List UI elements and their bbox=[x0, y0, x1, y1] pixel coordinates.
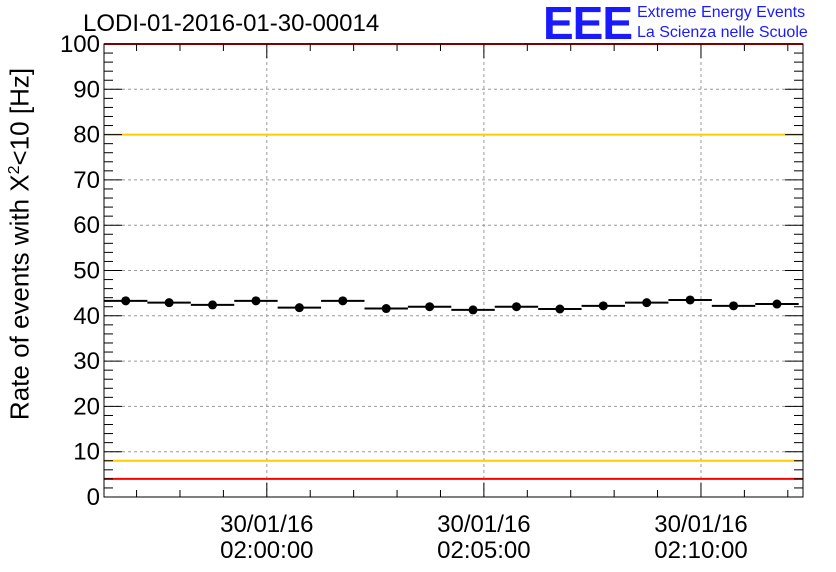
data-point bbox=[164, 298, 174, 308]
y-tick-label: 30 bbox=[73, 348, 100, 375]
x-tick-label-date: 30/01/16 bbox=[220, 511, 313, 538]
reference-lines-layer bbox=[104, 43, 803, 480]
data-point bbox=[555, 304, 565, 314]
y-tick-label: 50 bbox=[73, 258, 100, 285]
data-layer bbox=[104, 295, 799, 315]
data-point bbox=[598, 301, 608, 311]
y-tick-label: 100 bbox=[60, 31, 100, 58]
data-point bbox=[121, 296, 131, 306]
eee-logo-mark: EEE bbox=[543, 0, 633, 49]
y-tick-label: 0 bbox=[87, 484, 100, 511]
eee-logo-line1: Extreme Energy Events bbox=[637, 4, 806, 21]
data-point bbox=[511, 302, 521, 312]
x-tick-label-time: 02:05:00 bbox=[437, 537, 530, 564]
y-tick-label: 20 bbox=[73, 393, 100, 420]
y-tick-label: 40 bbox=[73, 303, 100, 330]
data-point bbox=[294, 303, 304, 313]
y-tick-label: 80 bbox=[73, 122, 100, 149]
x-tick-label-date: 30/01/16 bbox=[654, 511, 747, 538]
data-point bbox=[338, 296, 348, 306]
data-point bbox=[642, 298, 652, 308]
y-tick-label: 90 bbox=[73, 76, 100, 103]
tick-label-layer: 010203040506070809010030/01/1602:00:0030… bbox=[60, 31, 748, 564]
grid-layer bbox=[104, 44, 803, 497]
chart-title: LODI-01-2016-01-30-00014 bbox=[83, 10, 380, 37]
data-point bbox=[251, 296, 261, 306]
data-point bbox=[468, 305, 478, 315]
data-point bbox=[685, 295, 695, 305]
eee-logo-line2: La Scienza nelle Scuole bbox=[637, 24, 808, 41]
data-point bbox=[208, 300, 218, 310]
x-tick-label-date: 30/01/16 bbox=[437, 511, 530, 538]
y-tick-label: 70 bbox=[73, 167, 100, 194]
data-point bbox=[381, 304, 391, 314]
y-tick-label: 10 bbox=[73, 439, 100, 466]
data-point bbox=[425, 302, 435, 312]
tick-layer bbox=[104, 43, 803, 498]
data-point bbox=[772, 299, 782, 309]
x-tick-label-time: 02:00:00 bbox=[220, 537, 313, 564]
data-point bbox=[729, 301, 739, 311]
x-tick-label-time: 02:10:00 bbox=[654, 537, 747, 564]
y-tick-label: 60 bbox=[73, 212, 100, 239]
